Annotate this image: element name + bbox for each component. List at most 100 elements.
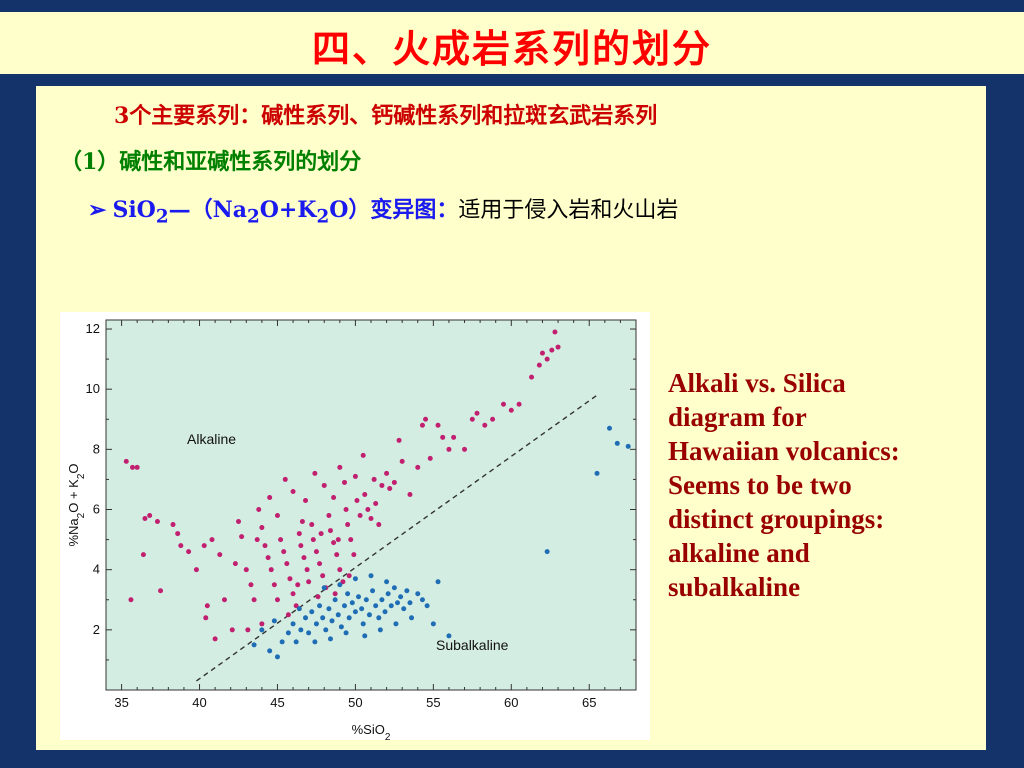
alkaline-point <box>549 347 555 353</box>
alkaline-point <box>232 561 238 567</box>
alkaline-point <box>274 513 280 519</box>
subalkaline-point <box>352 609 358 615</box>
y-tick-label: 8 <box>93 441 100 456</box>
alkaline-point <box>536 362 542 368</box>
plot-area <box>105 319 637 691</box>
subalkaline-point <box>385 591 391 597</box>
alkaline-point <box>435 422 441 428</box>
alkaline-point <box>555 344 561 350</box>
diagram-caption: Alkali vs. Silica diagram for Hawaiian v… <box>668 366 968 604</box>
y-tick-label: 2 <box>93 622 100 637</box>
alkaline-point <box>360 452 366 458</box>
alkaline-point <box>516 401 522 407</box>
alkaline-point <box>337 567 343 573</box>
alkaline-point <box>158 588 164 594</box>
caption-line: diagram for <box>668 402 807 432</box>
alkaline-point <box>140 552 146 558</box>
alkaline-point <box>293 603 299 609</box>
subalkaline-point <box>379 597 385 603</box>
series-overview-text: 3个主要系列：碱性系列、钙碱性系列和拉斑玄武岩系列 <box>114 103 658 129</box>
alkaline-point <box>267 494 273 500</box>
alkaline-point <box>351 552 357 558</box>
subalkaline-point <box>376 615 382 621</box>
alkaline-point <box>134 464 140 470</box>
subalkaline-point <box>346 615 352 621</box>
alkaline-point <box>265 555 271 561</box>
alkaline-point <box>285 612 291 618</box>
alkaline-point <box>193 567 199 573</box>
alkaline-point <box>373 500 379 506</box>
subalkaline-point <box>594 470 600 476</box>
subalkaline-point <box>303 615 309 621</box>
alkaline-point <box>482 422 488 428</box>
alkaline-point <box>446 446 452 452</box>
alkaline-point <box>299 519 305 525</box>
subalkaline-point <box>356 594 362 600</box>
alkaline-point <box>335 537 341 543</box>
alkaline-point <box>271 582 277 588</box>
y-tick-label: 12 <box>86 321 100 336</box>
alkaline-point <box>142 516 148 522</box>
subalkaline-point <box>349 600 355 606</box>
alkaline-point <box>451 434 457 440</box>
subalkaline-point <box>544 549 550 555</box>
alkaline-point <box>321 482 327 488</box>
subalkaline-point <box>327 636 333 642</box>
alkaline-point <box>376 522 382 528</box>
alkaline-point <box>201 543 207 549</box>
subalkaline-point <box>338 624 344 630</box>
alkaline-point <box>419 422 425 428</box>
subalkaline-point <box>329 618 335 624</box>
alkaline-point <box>259 525 265 531</box>
subalkaline-point <box>290 621 296 627</box>
caption-line: alkaline and <box>668 538 810 568</box>
subalkaline-point <box>326 606 332 612</box>
formula-part: O+K <box>259 197 317 223</box>
y-tick-label: 6 <box>93 502 100 517</box>
alkaline-point <box>508 407 514 413</box>
subalkaline-point <box>391 585 397 591</box>
alkaline-point <box>343 507 349 513</box>
subalkaline-point <box>398 594 404 600</box>
alkaline-point <box>544 356 550 362</box>
y-tick-label: 4 <box>93 562 100 577</box>
subalkaline-point <box>370 588 376 594</box>
alkaline-point <box>217 552 223 558</box>
alkaline-point <box>340 579 346 585</box>
alkaline-point <box>290 488 296 494</box>
alkaline-point <box>529 374 535 380</box>
subalkaline-point <box>395 600 400 606</box>
subalkaline-point <box>251 642 257 648</box>
x-tick-label: 60 <box>504 695 518 710</box>
alkaline-point <box>474 410 480 416</box>
subalkaline-label: Subalkaline <box>436 637 509 653</box>
alkaline-point <box>130 464 135 470</box>
subsection-heading: （1）碱性和亚碱性系列的划分 <box>60 149 362 175</box>
subalkaline-point <box>393 621 399 627</box>
alkaline-point <box>368 516 374 522</box>
alkaline-point <box>357 513 363 519</box>
subalkaline-point <box>360 621 366 627</box>
caption-line: Seems to be two <box>668 470 852 500</box>
subalkaline-point <box>313 621 319 627</box>
alkaline-point <box>178 543 184 549</box>
alkaline-point <box>427 455 433 461</box>
x-tick-label: 55 <box>426 695 440 710</box>
formula-part: O）变异图： <box>329 197 459 223</box>
subalkaline-point <box>259 627 265 633</box>
alkaline-point <box>354 497 360 503</box>
subalkaline-point <box>409 615 415 621</box>
subalkaline-point <box>362 633 368 639</box>
alkaline-point <box>423 416 429 422</box>
formula-subscript: 2 <box>247 206 260 228</box>
chart-svg: 35 40 45 50 55 60 65 2 4 6 8 10 12 Alkaline Subalkal… <box>66 319 637 743</box>
alkaline-point <box>221 597 227 603</box>
alkaline-point <box>352 473 358 479</box>
caption-line: subalkaline <box>668 572 801 602</box>
subalkaline-point <box>373 603 379 609</box>
alkaline-point <box>332 591 338 597</box>
alkaline-point <box>281 549 287 555</box>
alkaline-point <box>295 582 301 588</box>
alkaline-point <box>245 627 251 633</box>
subalkaline-point <box>345 591 351 597</box>
